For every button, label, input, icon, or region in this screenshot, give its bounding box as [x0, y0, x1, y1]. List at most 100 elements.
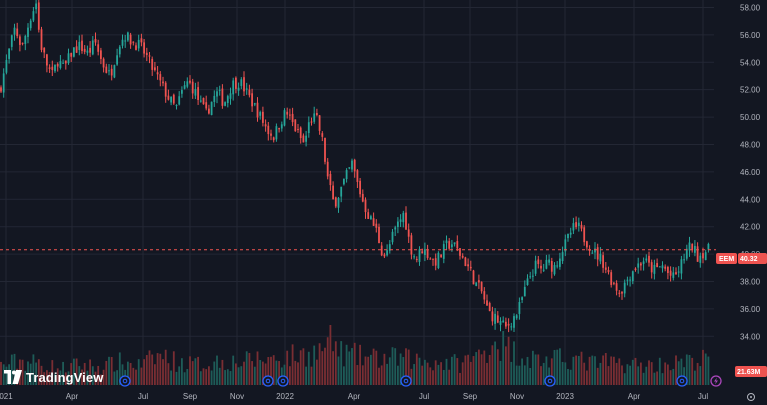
- candle-body[interactable]: [604, 267, 607, 270]
- candle-body[interactable]: [110, 68, 113, 76]
- candle-body[interactable]: [372, 218, 375, 226]
- candle-body[interactable]: [64, 60, 67, 64]
- candle-body[interactable]: [664, 266, 667, 269]
- candle-body[interactable]: [210, 101, 213, 116]
- candle-body[interactable]: [380, 245, 383, 256]
- candle-body[interactable]: [348, 167, 351, 169]
- candle-body[interactable]: [307, 122, 310, 134]
- candle-body[interactable]: [108, 70, 110, 72]
- candle-body[interactable]: [599, 253, 602, 262]
- candle-body[interactable]: [610, 272, 613, 285]
- candle-body[interactable]: [459, 248, 461, 256]
- dividend-marker-icon[interactable]: [277, 375, 289, 387]
- candle-body[interactable]: [640, 263, 642, 266]
- candle-body[interactable]: [135, 45, 137, 50]
- candle-body[interactable]: [164, 82, 167, 97]
- candle-body[interactable]: [688, 242, 691, 251]
- candle-body[interactable]: [586, 241, 588, 248]
- candle-body[interactable]: [2, 73, 5, 93]
- candle-body[interactable]: [145, 52, 148, 56]
- candle-body[interactable]: [488, 303, 491, 312]
- candle-body[interactable]: [561, 252, 564, 262]
- candle-body[interactable]: [159, 74, 162, 81]
- candle-body[interactable]: [429, 258, 432, 260]
- candle-body[interactable]: [118, 46, 121, 55]
- candle-body[interactable]: [677, 271, 680, 273]
- candle-body[interactable]: [56, 63, 59, 67]
- candle-body[interactable]: [472, 270, 475, 285]
- candle-body[interactable]: [456, 241, 459, 249]
- candle-body[interactable]: [202, 97, 205, 105]
- candle-body[interactable]: [208, 108, 210, 114]
- candle-body[interactable]: [494, 313, 496, 324]
- candle-body[interactable]: [378, 226, 380, 244]
- candle-body[interactable]: [575, 222, 577, 228]
- candle-body[interactable]: [318, 115, 321, 131]
- candle-body[interactable]: [137, 39, 140, 49]
- candle-body[interactable]: [100, 50, 102, 59]
- candle-body[interactable]: [162, 81, 164, 84]
- candle-body[interactable]: [515, 315, 518, 319]
- candle-body[interactable]: [461, 255, 464, 258]
- candle-body[interactable]: [351, 160, 353, 170]
- candle-body[interactable]: [675, 272, 677, 275]
- candle-body[interactable]: [175, 105, 178, 107]
- candle-body[interactable]: [685, 248, 688, 259]
- candle-body[interactable]: [283, 110, 286, 126]
- candle-body[interactable]: [256, 102, 259, 118]
- candle-body[interactable]: [191, 81, 194, 94]
- candle-body[interactable]: [154, 67, 156, 71]
- candle-body[interactable]: [148, 55, 151, 57]
- candle-body[interactable]: [559, 258, 561, 267]
- candle-body[interactable]: [332, 185, 334, 200]
- candle-body[interactable]: [5, 60, 8, 73]
- candle-body[interactable]: [97, 44, 100, 52]
- candle-body[interactable]: [343, 178, 345, 185]
- candle-body[interactable]: [491, 311, 494, 322]
- candle-body[interactable]: [658, 266, 661, 268]
- candle-body[interactable]: [73, 47, 75, 57]
- candle-body[interactable]: [483, 291, 486, 300]
- candle-body[interactable]: [510, 326, 513, 328]
- candle-body[interactable]: [32, 11, 35, 21]
- candle-body[interactable]: [367, 212, 370, 219]
- candle-body[interactable]: [270, 133, 272, 136]
- candle-body[interactable]: [577, 222, 580, 226]
- candle-body[interactable]: [451, 244, 453, 248]
- candle-body[interactable]: [453, 242, 456, 245]
- candle-body[interactable]: [105, 66, 108, 73]
- candle-body[interactable]: [27, 27, 29, 37]
- dividend-marker-icon[interactable]: [262, 375, 274, 387]
- candle-body[interactable]: [299, 127, 302, 139]
- candle-body[interactable]: [345, 170, 348, 179]
- candle-body[interactable]: [707, 243, 710, 250]
- candle-body[interactable]: [329, 173, 332, 186]
- candle-body[interactable]: [642, 261, 645, 264]
- candle-body[interactable]: [556, 265, 559, 267]
- candle-body[interactable]: [537, 259, 540, 265]
- candle-body[interactable]: [43, 47, 46, 53]
- candlesticks[interactable]: [0, 0, 710, 333]
- candle-body[interactable]: [253, 103, 256, 105]
- candle-body[interactable]: [326, 161, 329, 177]
- candle-body[interactable]: [251, 93, 253, 107]
- candle-body[interactable]: [410, 235, 413, 255]
- candle-body[interactable]: [243, 77, 245, 92]
- candle-body[interactable]: [399, 219, 402, 222]
- candle-body[interactable]: [245, 88, 248, 90]
- candle-body[interactable]: [218, 89, 221, 91]
- candle-body[interactable]: [499, 321, 502, 325]
- tradingview-logo[interactable]: TradingView: [4, 369, 103, 385]
- candle-body[interactable]: [267, 125, 270, 135]
- candle-body[interactable]: [426, 249, 429, 258]
- candle-body[interactable]: [313, 113, 316, 122]
- candle-body[interactable]: [656, 263, 658, 268]
- candle-body[interactable]: [264, 124, 267, 127]
- candle-body[interactable]: [205, 102, 208, 109]
- candle-body[interactable]: [189, 80, 191, 83]
- candle-body[interactable]: [421, 251, 424, 254]
- candle-body[interactable]: [440, 254, 442, 257]
- candle-body[interactable]: [83, 48, 86, 52]
- candle-body[interactable]: [696, 246, 699, 262]
